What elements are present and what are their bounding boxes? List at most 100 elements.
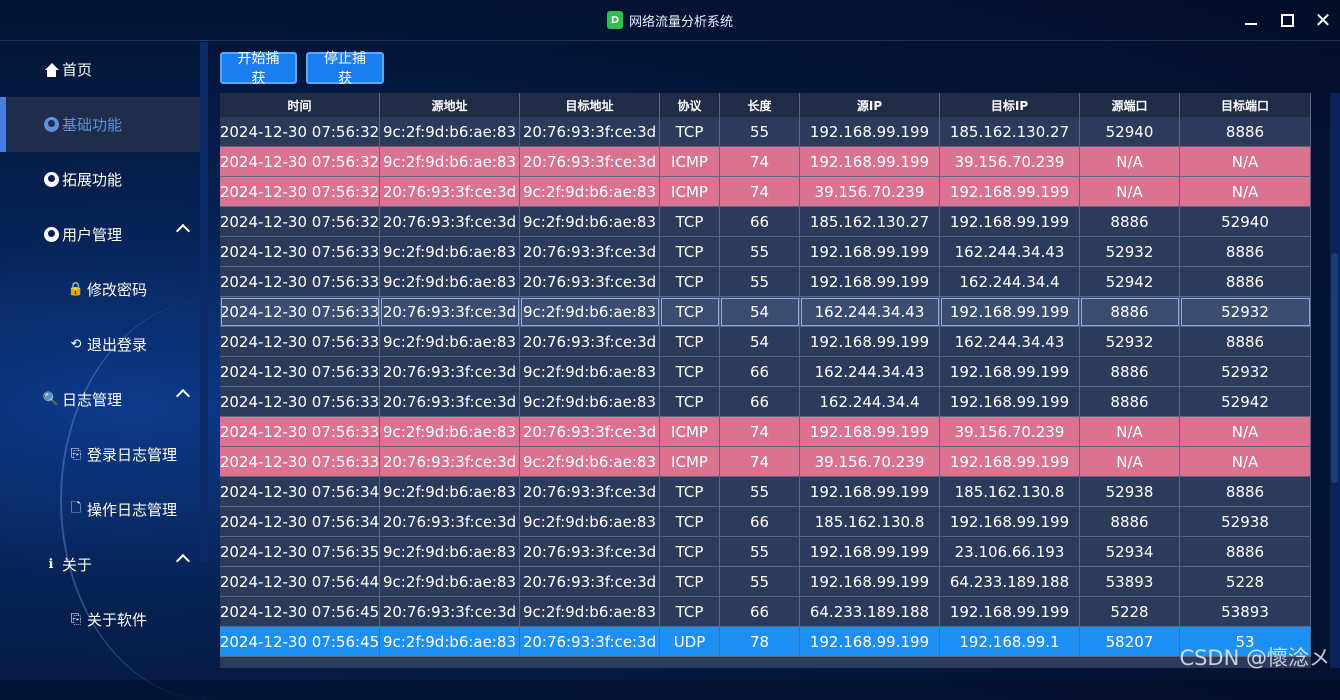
start-capture-button[interactable]: 开始捕获 [220, 51, 297, 87]
table-row[interactable]: 2024-12-30 07:56:45 20:76:93:3f:ce:3d 9c:2… [220, 597, 1311, 627]
table-cell[interactable]: 9c:2f:9d:b6:ae:83 [380, 627, 520, 657]
table-cell[interactable]: 20:76:93:3f:ce:3d [380, 597, 520, 627]
table-cell[interactable]: 20:76:93:3f:ce:3d [380, 507, 520, 537]
column-header[interactable]: 目标端口 [1180, 93, 1311, 117]
table-cell[interactable]: 39.156.70.239 [800, 177, 940, 207]
table-cell[interactable]: 2024-12-30 07:56:33 [220, 267, 380, 297]
table-cell[interactable]: 192.168.99.199 [940, 207, 1080, 237]
table-cell[interactable]: 20:76:93:3f:ce:3d [520, 417, 660, 447]
table-cell[interactable]: 53 [1180, 627, 1311, 657]
scrollbar-thumb[interactable] [1331, 253, 1338, 483]
table-cell[interactable]: 162.244.34.43 [940, 327, 1080, 357]
table-cell[interactable]: N/A [1080, 417, 1180, 447]
table-cell[interactable]: TCP [660, 567, 720, 597]
table-cell[interactable]: 55 [720, 117, 800, 147]
table-cell[interactable]: 66 [720, 207, 800, 237]
table-cell[interactable]: 185.162.130.8 [800, 507, 940, 537]
column-header[interactable]: 时间 [220, 93, 380, 117]
table-cell[interactable]: 74 [720, 147, 800, 177]
table-cell[interactable]: ICMP [660, 447, 720, 477]
table-cell[interactable]: N/A [1080, 447, 1180, 477]
table-cell[interactable]: TCP [660, 327, 720, 357]
table-cell[interactable]: 192.168.99.199 [940, 177, 1080, 207]
table-cell[interactable]: 78 [720, 627, 800, 657]
table-cell[interactable]: 9c:2f:9d:b6:ae:83 [520, 597, 660, 627]
table-cell[interactable]: N/A [1080, 177, 1180, 207]
table-cell[interactable]: N/A [1080, 147, 1180, 177]
table-cell[interactable]: ICMP [660, 147, 720, 177]
table-cell[interactable]: 66 [720, 507, 800, 537]
table-cell[interactable]: N/A [1180, 147, 1311, 177]
table-cell[interactable]: 53893 [1080, 567, 1180, 597]
sidebar-item-basic[interactable]: 基础功能 [0, 97, 200, 152]
table-cell[interactable]: 39.156.70.239 [800, 447, 940, 477]
table-cell[interactable]: 162.244.34.4 [940, 267, 1080, 297]
sidebar-item-change-password[interactable]: 🔒 修改密码 [0, 262, 200, 317]
table-cell[interactable]: TCP [660, 507, 720, 537]
column-header[interactable]: 协议 [660, 93, 720, 117]
table-cell[interactable]: 2024-12-30 07:56:33 [220, 447, 380, 477]
table-cell[interactable]: 8886 [1180, 477, 1311, 507]
column-header[interactable]: 源端口 [1080, 93, 1180, 117]
table-cell[interactable]: 8886 [1080, 297, 1180, 327]
table-cell[interactable]: 8886 [1080, 507, 1180, 537]
table-cell[interactable]: 55 [720, 537, 800, 567]
table-row[interactable]: 2024-12-30 07:56:33 9c:2f:9d:b6:ae:83 20:7… [220, 417, 1311, 447]
table-cell[interactable]: 9c:2f:9d:b6:ae:83 [380, 237, 520, 267]
table-row[interactable]: 2024-12-30 07:56:33 9c:2f:9d:b6:ae:83 20:7… [220, 267, 1311, 297]
table-row[interactable]: 2024-12-30 07:56:44 9c:2f:9d:b6:ae:83 20:7… [220, 567, 1311, 597]
table-cell[interactable]: 52940 [1080, 117, 1180, 147]
table-cell[interactable]: 9c:2f:9d:b6:ae:83 [380, 567, 520, 597]
maximize-button[interactable] [1280, 13, 1294, 27]
table-cell[interactable]: 192.168.99.199 [800, 147, 940, 177]
table-cell[interactable]: 192.168.99.199 [940, 447, 1080, 477]
table-cell[interactable]: 192.168.99.199 [940, 507, 1080, 537]
table-cell[interactable]: 9c:2f:9d:b6:ae:83 [520, 447, 660, 477]
chevron-up-icon[interactable] [175, 553, 191, 569]
table-cell[interactable]: 192.168.99.199 [940, 357, 1080, 387]
table-cell[interactable]: 8886 [1080, 207, 1180, 237]
table-cell[interactable]: 2024-12-30 07:56:32 [220, 147, 380, 177]
table-cell[interactable]: 55 [720, 477, 800, 507]
table-row[interactable]: 2024-12-30 07:56:33 20:76:93:3f:ce:3d 9c:2… [220, 387, 1311, 417]
table-cell[interactable]: 58207 [1080, 627, 1180, 657]
close-button[interactable]: ✕ [1314, 8, 1332, 32]
table-cell[interactable]: 8886 [1180, 117, 1311, 147]
table-cell[interactable]: 74 [720, 447, 800, 477]
table-cell[interactable]: 2024-12-30 07:56:33 [220, 417, 380, 447]
table-cell[interactable]: TCP [660, 297, 720, 327]
table-cell[interactable]: 64.233.189.188 [800, 597, 940, 627]
table-cell[interactable]: 2024-12-30 07:56:44 [220, 567, 380, 597]
column-header[interactable]: 长度 [720, 93, 800, 117]
table-row[interactable]: 2024-12-30 07:56:35 9c:2f:9d:b6:ae:83 20:7… [220, 537, 1311, 567]
table-cell[interactable]: 8886 [1180, 237, 1311, 267]
table-cell[interactable]: 162.244.34.43 [800, 297, 940, 327]
table-cell[interactable]: TCP [660, 117, 720, 147]
table-cell[interactable]: TCP [660, 477, 720, 507]
table-cell[interactable]: 74 [720, 417, 800, 447]
table-cell[interactable]: 185.162.130.8 [940, 477, 1080, 507]
table-cell[interactable]: 9c:2f:9d:b6:ae:83 [380, 327, 520, 357]
table-cell[interactable]: 185.162.130.27 [800, 207, 940, 237]
column-header[interactable]: 目标地址 [520, 93, 660, 117]
table-cell[interactable]: 39.156.70.239 [940, 147, 1080, 177]
table-cell[interactable]: 20:76:93:3f:ce:3d [520, 327, 660, 357]
table-cell[interactable]: 52938 [1080, 477, 1180, 507]
sidebar-item-login-log[interactable]: ⎘ 登录日志管理 [0, 427, 200, 482]
table-cell[interactable]: 23.106.66.193 [940, 537, 1080, 567]
table-cell[interactable]: UDP [660, 627, 720, 657]
table-cell[interactable]: N/A [1180, 447, 1311, 477]
table-row[interactable]: 2024-12-30 07:56:33 20:76:93:3f:ce:3d 9c:2… [220, 447, 1311, 477]
table-cell[interactable]: 2024-12-30 07:56:32 [220, 207, 380, 237]
table-cell[interactable]: 192.168.99.199 [800, 537, 940, 567]
stop-capture-button[interactable]: 停止捕获 [306, 51, 384, 87]
table-cell[interactable]: 20:76:93:3f:ce:3d [520, 117, 660, 147]
table-cell[interactable]: 2024-12-30 07:56:34 [220, 507, 380, 537]
table-cell[interactable]: 55 [720, 237, 800, 267]
table-cell[interactable]: 52932 [1180, 297, 1311, 327]
minimize-button[interactable] [1244, 13, 1258, 27]
table-row[interactable]: 2024-12-30 07:56:33 20:76:93:3f:ce:3d 9c:2… [220, 357, 1311, 387]
table-cell[interactable]: 162.244.34.4 [800, 387, 940, 417]
table-cell[interactable]: 162.244.34.43 [940, 237, 1080, 267]
table-row[interactable]: 2024-12-30 07:56:33 9c:2f:9d:b6:ae:83 20:7… [220, 237, 1311, 267]
